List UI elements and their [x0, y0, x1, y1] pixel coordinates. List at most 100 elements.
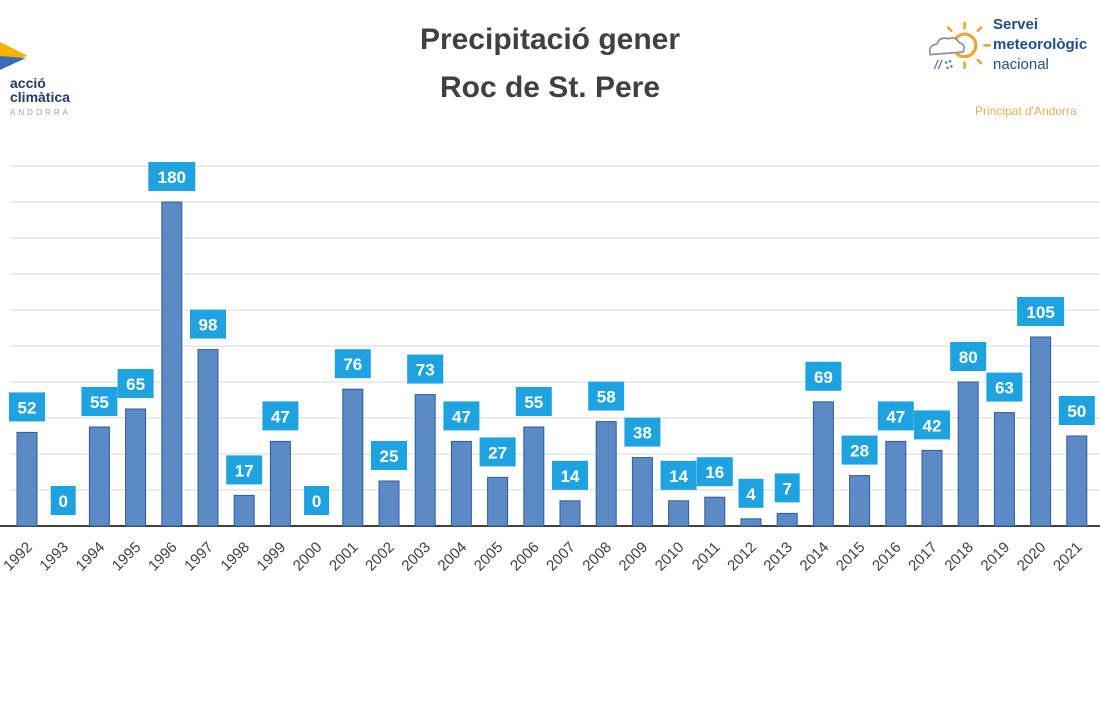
smn-logo: Servei meteorològic nacional Principat d…: [925, 12, 1095, 127]
x-tick-label-2006: 2006: [507, 539, 543, 575]
data-label-1997: 98: [199, 316, 218, 335]
bar-2013: [776, 512, 798, 527]
x-tick-label-1996: 1996: [145, 539, 181, 575]
chart-title-line-2: Roc de St. Pere: [439, 71, 661, 104]
data-label-2021: 50: [1067, 402, 1086, 421]
logo-left-line1: acció: [10, 75, 46, 91]
data-label-2009: 38: [633, 424, 652, 443]
bar-2005: [487, 476, 509, 527]
data-label-box-2017: [914, 410, 950, 440]
bar-1992: [16, 431, 38, 527]
bar-2010: [668, 500, 690, 527]
data-label-2008: 58: [597, 388, 616, 407]
data-label-2016: 47: [886, 407, 905, 426]
x-tick-label-2009: 2009: [616, 539, 652, 575]
x-tick-label-1999: 1999: [254, 539, 290, 575]
data-label-2002: 25: [380, 447, 399, 466]
x-tick-label-2020: 2020: [1014, 539, 1050, 575]
chart-title-line-1: Precipitació gener: [419, 23, 681, 56]
data-label-box-2018: [950, 342, 987, 371]
x-tick-label-1995: 1995: [109, 539, 145, 575]
bar-2021: [1066, 435, 1088, 527]
logo-right-line2: meteorològic: [993, 36, 1088, 53]
data-label-2007: 14: [561, 467, 580, 486]
data-label-box-1995: [117, 369, 154, 398]
data-label-2006: 55: [524, 393, 543, 412]
data-label-2015: 28: [850, 442, 869, 461]
data-label-box-2019: [986, 372, 1023, 402]
x-tick-label-2002: 2002: [362, 539, 398, 575]
x-tick-label-2019: 2019: [978, 539, 1014, 575]
data-label-1994: 55: [90, 393, 109, 412]
data-label-box-2011: [696, 457, 733, 487]
bar-2016: [885, 440, 907, 527]
data-label-2012: 4: [746, 485, 756, 504]
bar-2017: [921, 449, 943, 527]
data-label-box-2002: [371, 441, 407, 470]
data-label-1996: 180: [158, 168, 186, 187]
x-tick-label-1992: 1992: [0, 539, 36, 575]
data-label-box-2006: [515, 387, 552, 416]
x-tick-label-2021: 2021: [1050, 539, 1086, 575]
data-label-box-2012: [738, 478, 764, 508]
logo-shape-icon: [0, 42, 28, 70]
data-label-box-2001: [334, 349, 371, 379]
data-label-box-1998: [226, 455, 263, 485]
data-label-2011: 16: [705, 463, 724, 482]
x-tick-label-2003: 2003: [398, 539, 434, 575]
x-tick-label-2008: 2008: [579, 539, 615, 575]
data-label-2019: 63: [995, 379, 1014, 398]
weather-sun-cloud-icon: [928, 21, 991, 70]
x-tick-label-2017: 2017: [905, 539, 941, 575]
data-label-box-2000: [304, 486, 330, 515]
bar-1999: [269, 440, 291, 527]
bar-1994: [88, 426, 110, 527]
data-label-box-2010: [660, 460, 697, 490]
data-label-1992: 52: [18, 398, 37, 417]
bar-1996: [161, 201, 183, 527]
logo-left-line3: ANDORRA: [10, 108, 72, 117]
x-tick-label-2018: 2018: [941, 539, 977, 575]
data-label-2003: 73: [416, 361, 435, 380]
data-label-2013: 7: [782, 479, 791, 498]
bar-2009: [631, 457, 653, 527]
data-label-2017: 42: [923, 416, 942, 435]
data-label-box-2009: [624, 417, 661, 447]
bar-2006: [523, 426, 545, 527]
bar-1997: [197, 349, 219, 527]
x-tick-label-1998: 1998: [217, 539, 253, 575]
bar-2003: [414, 394, 436, 527]
data-label-2001: 76: [343, 355, 362, 374]
data-label-1999: 47: [271, 407, 290, 426]
x-tick-label-2007: 2007: [543, 539, 579, 575]
x-tick-label-1994: 1994: [73, 539, 109, 575]
accio-climatica-logo: acció climàtica ANDORRA: [0, 38, 110, 118]
x-tick-label-2013: 2013: [760, 539, 796, 575]
data-label-box-2014: [805, 361, 842, 391]
data-label-box-2015: [841, 435, 878, 465]
data-label-box-1999: [262, 401, 299, 431]
logo-left-line2: climàtica: [10, 89, 70, 105]
data-label-box-1993: [50, 486, 76, 515]
x-tick-label-1993: 1993: [36, 539, 72, 575]
data-label-2000: 0: [312, 492, 321, 511]
data-label-box-2013: [774, 473, 800, 503]
bar-2018: [957, 381, 979, 527]
data-label-2018: 80: [959, 348, 978, 367]
logo-right-line4: Principat d'Andorra: [975, 104, 1077, 118]
data-label-2014: 69: [814, 368, 833, 387]
bar-2004: [450, 440, 472, 527]
data-label-box-2004: [443, 401, 480, 431]
data-label-1995: 65: [126, 375, 145, 394]
x-tick-label-2004: 2004: [435, 539, 471, 575]
x-tick-label-2010: 2010: [652, 539, 688, 575]
chart-title: Precipitació gener Roc de St. Pere: [0, 16, 1100, 112]
bar-2011: [704, 496, 726, 527]
data-label-box-2021: [1058, 396, 1095, 425]
bar-2007: [559, 500, 581, 527]
logo-right-line1: Servei: [993, 16, 1039, 33]
bar-2014: [812, 401, 834, 527]
data-label-box-2007: [552, 460, 588, 490]
bar-2001: [342, 388, 364, 527]
